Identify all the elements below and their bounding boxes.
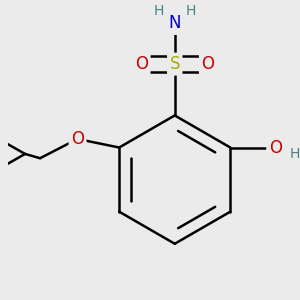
Text: H: H [186, 4, 196, 18]
Text: O: O [135, 55, 148, 73]
Text: H: H [289, 147, 300, 161]
Text: S: S [169, 55, 180, 73]
Text: O: O [71, 130, 84, 148]
Text: N: N [169, 14, 181, 32]
Text: O: O [201, 55, 214, 73]
Text: O: O [269, 139, 282, 157]
Text: H: H [154, 4, 164, 18]
